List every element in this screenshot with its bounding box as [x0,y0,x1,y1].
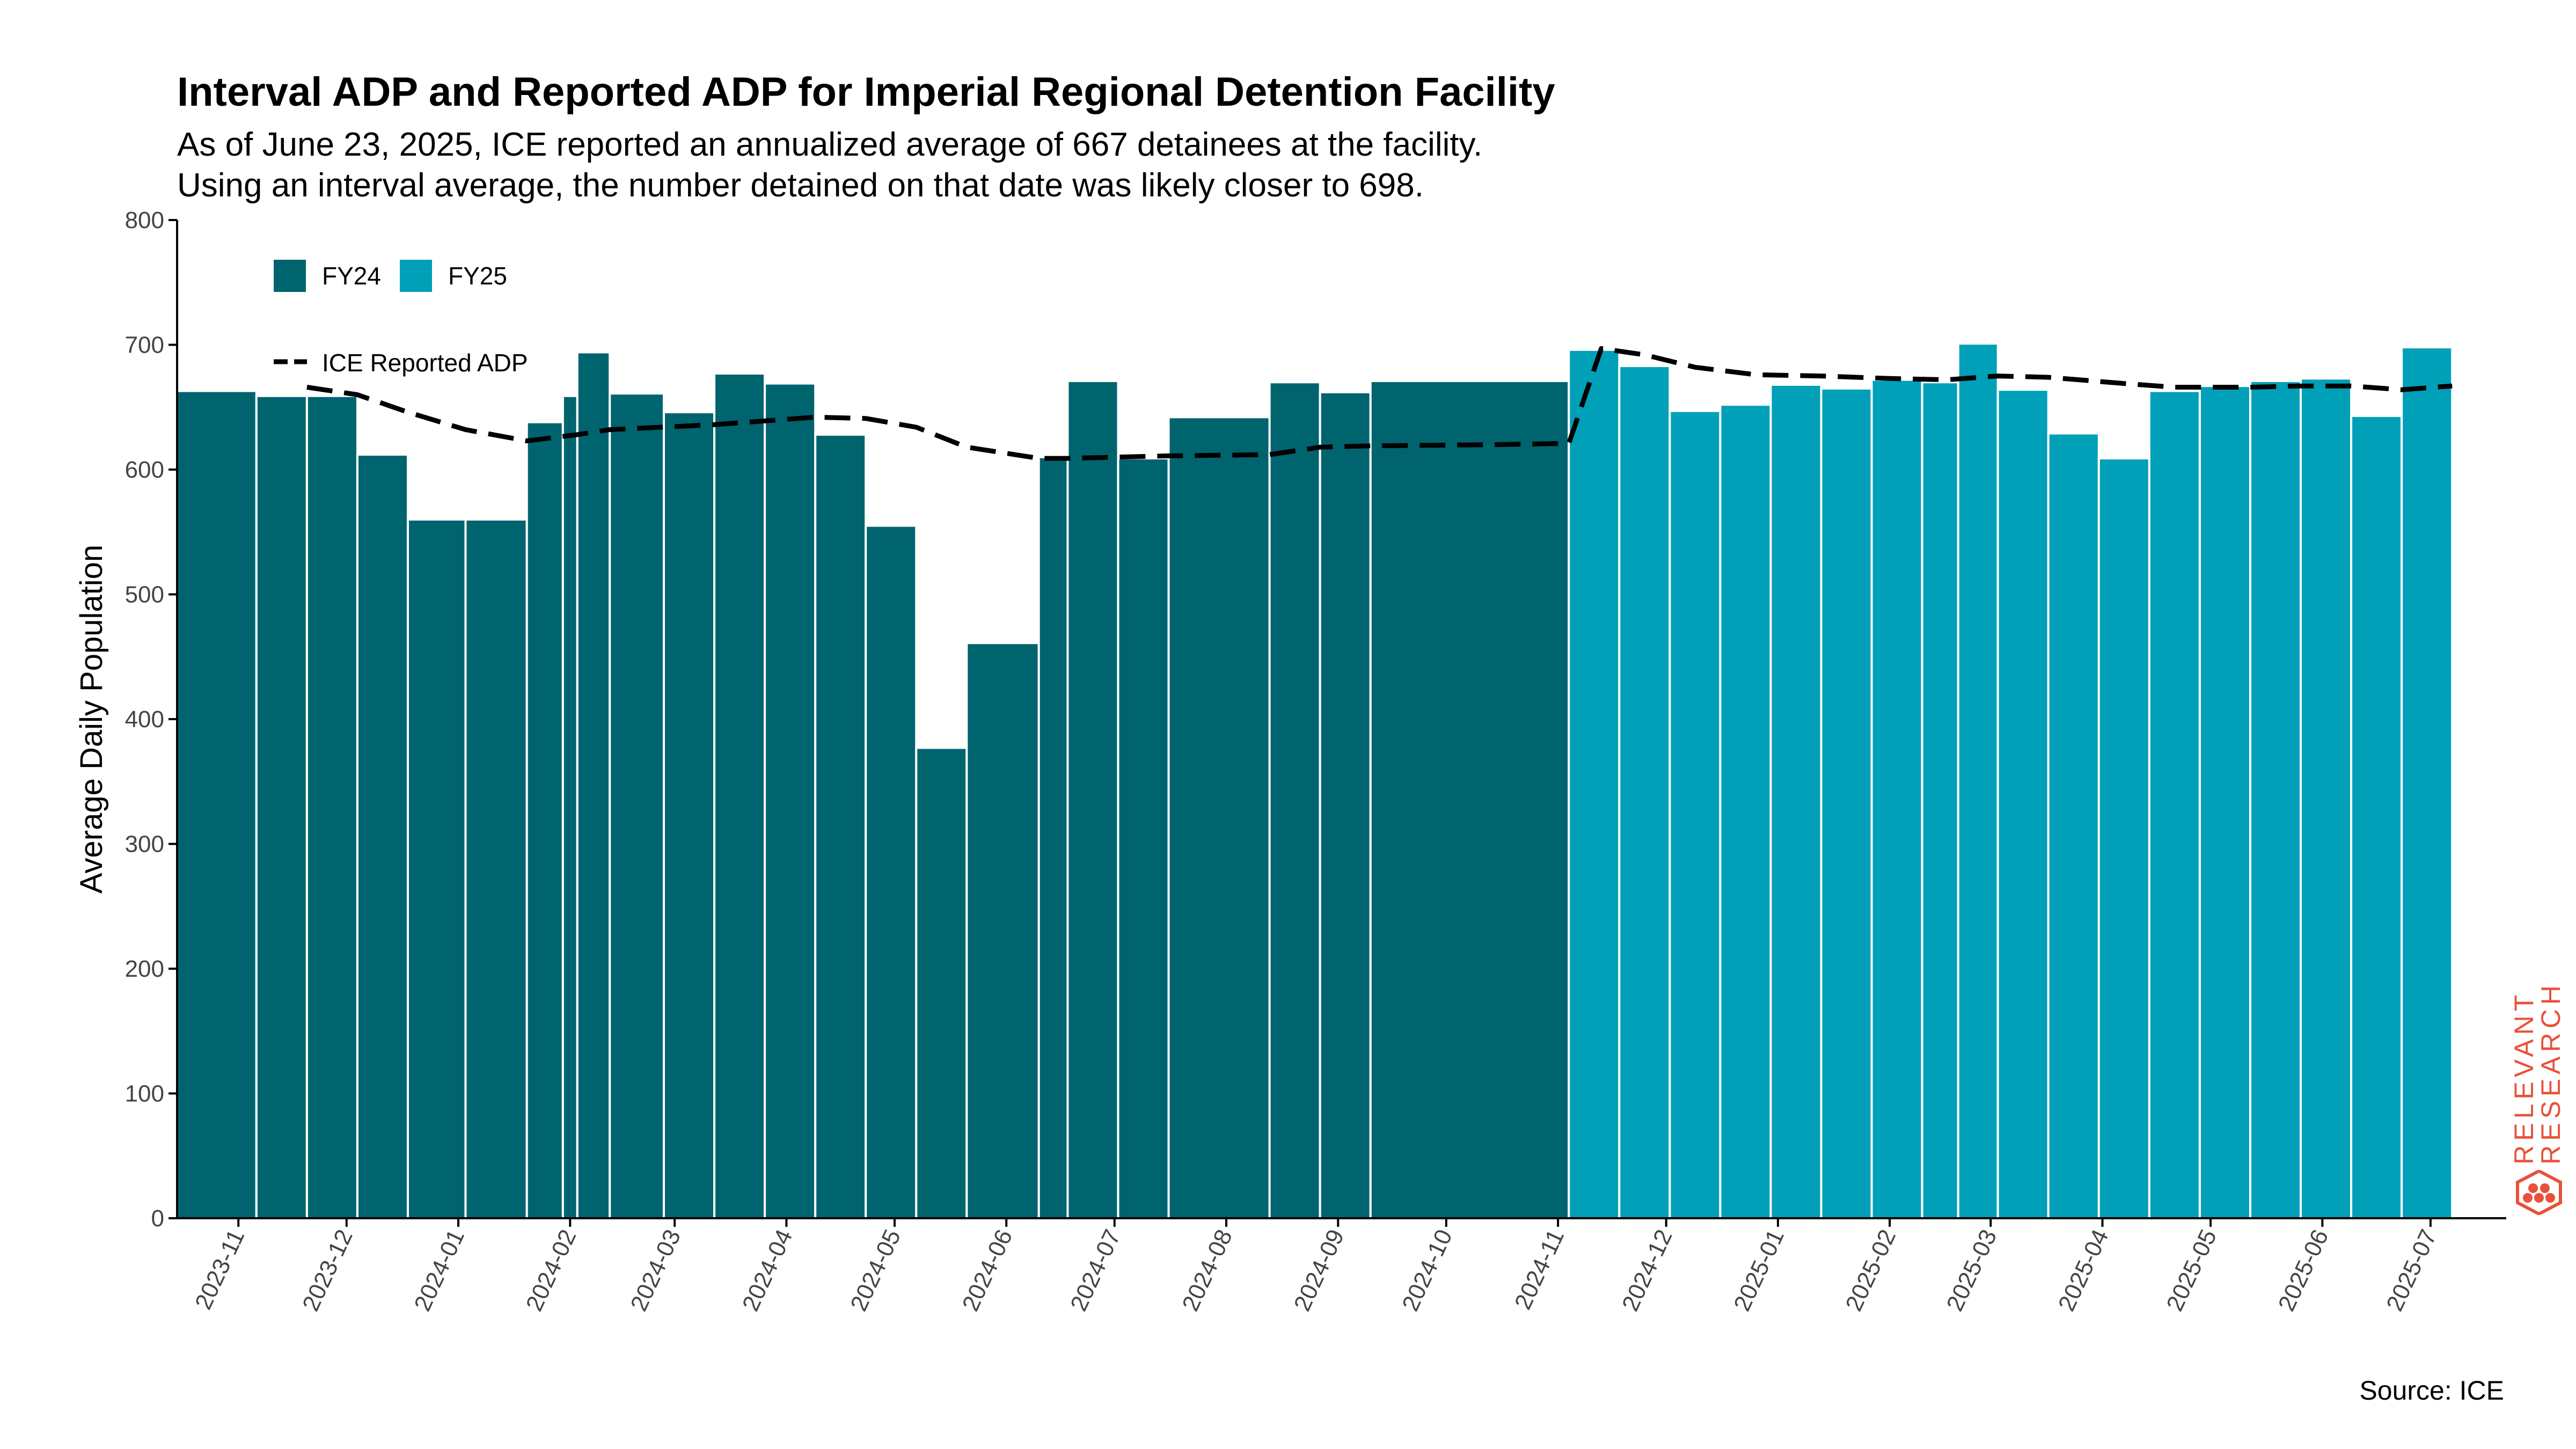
fy24-bar [1268,381,1321,1219]
x-tick-label: 2024-08 [1177,1226,1238,1315]
fy24-bar [406,518,467,1219]
fy25-bar [2350,415,2403,1219]
fy24-bar [1319,391,1372,1219]
reported-adp-line [306,346,2453,461]
fy25-bar [2097,457,2150,1220]
relevant-research-logo: RELEVANT RESEARCH [2509,981,2570,1218]
x-tick-label: 2025-01 [1729,1226,1789,1315]
fy24-bar [1167,416,1271,1219]
fy25-bar [1921,381,1959,1219]
x-tick-label: 2025-02 [1841,1226,1901,1315]
fy24-bar [814,433,867,1219]
fy25-bar [1618,365,1671,1219]
chart-subtitle-line-1: As of June 23, 2025, ICE reported an ann… [177,126,1483,163]
fy24-bar [305,394,358,1220]
fy25-bar [1769,383,1823,1219]
fy25-bar [1719,404,1772,1219]
y-tick-label: 700 [125,332,164,358]
y-tick-label: 400 [125,706,164,733]
x-tick-label: 2024-11 [1510,1226,1569,1314]
fy24-bar [915,747,968,1219]
y-tick-label: 100 [125,1081,164,1107]
fy24-bar [525,421,564,1219]
x-tick-label: 2024-09 [1289,1226,1350,1315]
y-tick-label: 0 [151,1205,164,1232]
x-tick-label: 2025-06 [2273,1226,2334,1315]
x-tick-label: 2023-11 [190,1226,250,1314]
fy24-bar [965,642,1040,1219]
fy25-bar [1820,387,1873,1219]
legend-label-fy24: FY24 [322,262,381,290]
fy24-bar [1066,379,1119,1219]
fy24-bar [255,394,308,1220]
source-note: Source: ICE [2359,1375,2504,1406]
fy25-bar [2198,385,2252,1219]
fy25-bar [2148,390,2201,1219]
x-tick-label: 2024-05 [845,1226,906,1315]
fy25-bar [1568,348,1621,1219]
fy24-bar [865,524,918,1219]
y-tick-label: 200 [125,956,164,982]
fy24-bar [464,518,528,1219]
fy24-bar [576,351,611,1220]
fy25-bar [2401,346,2454,1219]
reported-adp-line-layer [306,346,2453,461]
fy25-bar [2300,377,2353,1219]
x-tick-label: 2025-03 [1942,1226,2002,1315]
logo-hexagon-icon [2516,1170,2562,1215]
x-tick-label: 2024-12 [1617,1226,1678,1315]
x-tick-label: 2024-01 [409,1226,470,1315]
y-tick-label: 800 [125,207,164,233]
fy25-bar [2047,432,2100,1220]
fy24-bar [713,372,766,1219]
logo-line-1: RELEVANT [2509,990,2539,1165]
fy24-bar [764,382,817,1220]
x-tick-label: 2024-06 [957,1226,1018,1315]
x-tick-label: 2025-04 [2053,1226,2114,1315]
legend-swatch-fy24 [274,260,306,292]
legend: FY24 FY25 ICE Reported ADP [274,260,528,377]
fy24-bar [561,394,579,1220]
y-axis-label: Average Daily Population [74,545,109,894]
x-tick-label: 2024-03 [626,1226,686,1315]
legend-label-reported-adp: ICE Reported ADP [322,349,528,377]
fy25-bar [1957,342,1999,1219]
fy25-bar [1996,389,2050,1220]
fy25-bar [1870,378,1923,1219]
legend-label-fy25: FY25 [448,262,507,290]
fy25-bar [2249,379,2302,1219]
fy24-bar [1117,457,1170,1220]
legend-swatch-fy25 [400,260,432,292]
x-tick-label: 2023-12 [297,1226,358,1315]
fy25-bar [1668,409,1722,1219]
fy24-bar [1369,379,1570,1219]
chart-subtitle-line-2: Using an interval average, the number de… [177,167,1424,204]
x-tick-label: 2024-04 [737,1226,798,1315]
x-tick-label: 2025-07 [2381,1226,2442,1315]
fy24-bar [176,390,258,1219]
fy24-bar [1037,456,1069,1219]
y-tick-label: 600 [125,457,164,483]
logo-wordmark: RELEVANT RESEARCH [2509,939,2570,1165]
logo-line-2: RESEARCH [2536,981,2566,1165]
chart-title: Interval ADP and Reported ADP for Imperi… [177,69,1555,115]
x-tick-label: 2025-05 [2162,1226,2222,1315]
fy24-bar [356,453,409,1219]
y-tick-label: 300 [125,831,164,858]
y-tick-label: 500 [125,582,164,608]
x-tick-label: 2024-07 [1065,1226,1126,1315]
fy24-bar [609,392,665,1219]
bars-layer [176,342,2454,1220]
x-tick-label: 2024-02 [521,1226,582,1315]
x-tick-label: 2024-10 [1397,1226,1458,1315]
fy24-bar [662,411,716,1219]
